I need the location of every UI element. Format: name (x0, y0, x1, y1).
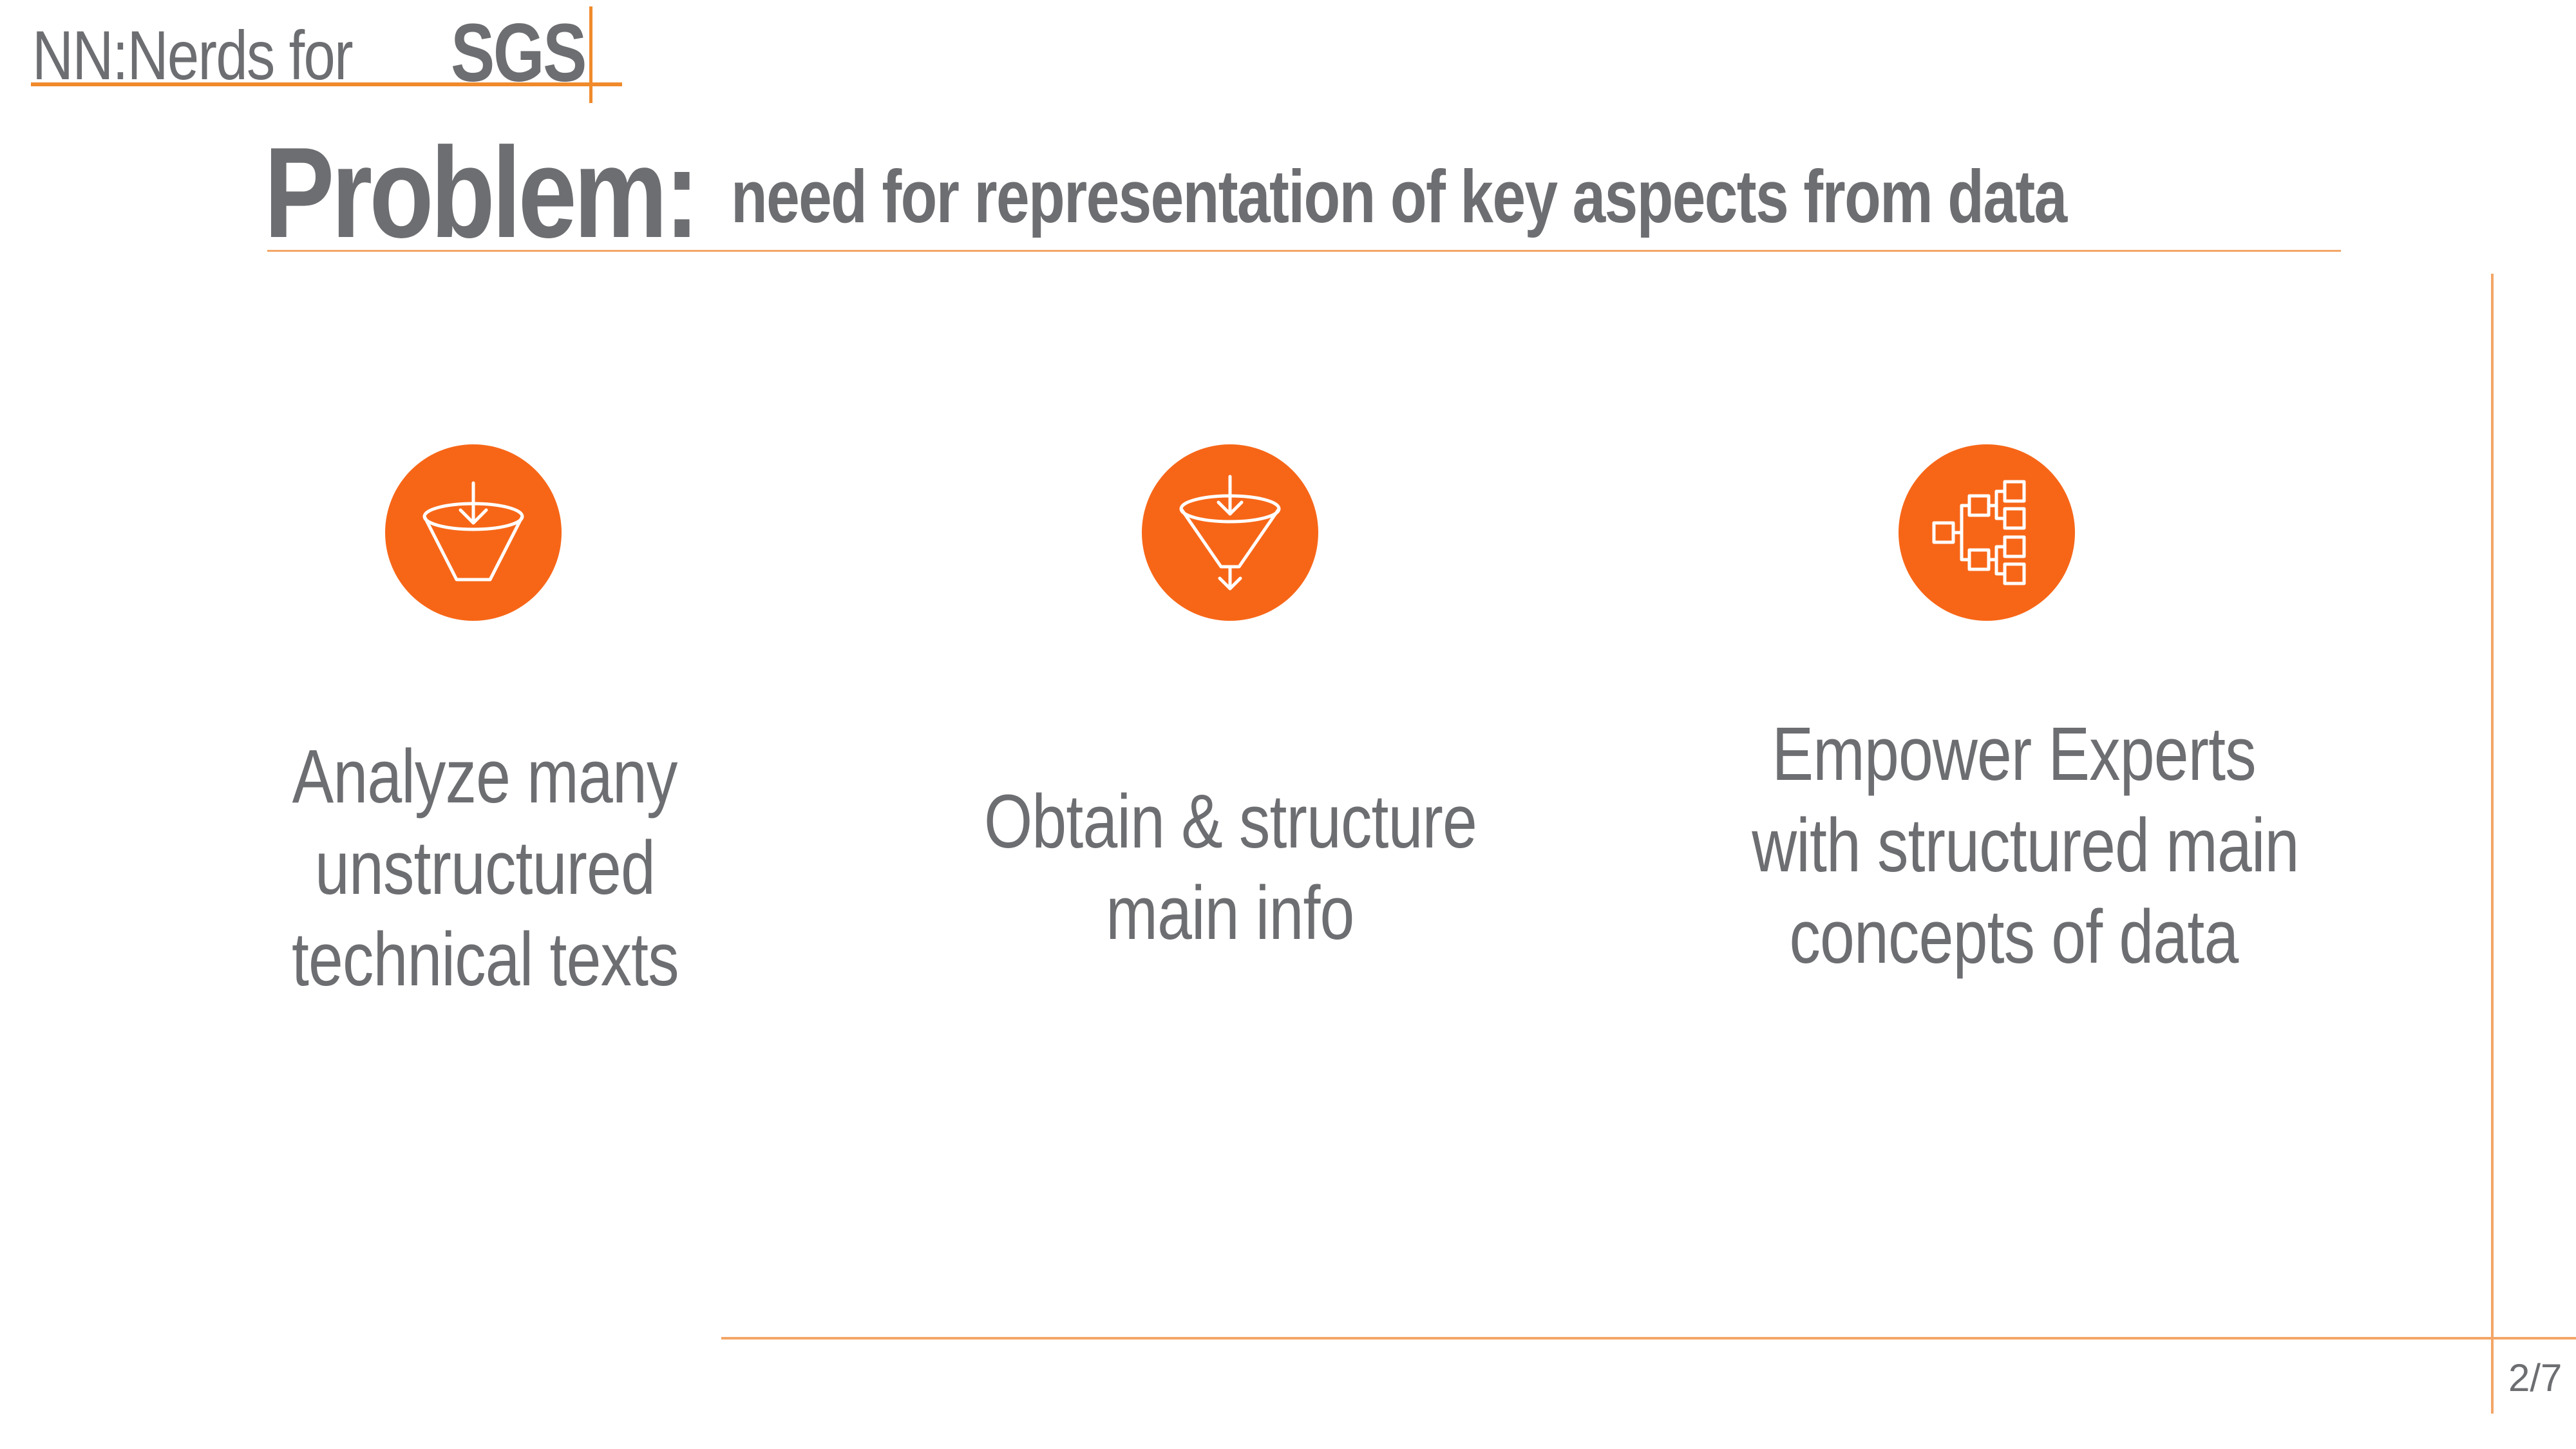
frame-horizontal-line (721, 1337, 2576, 1340)
brand-underline (31, 82, 622, 86)
column-line: main info (1106, 871, 1354, 956)
column-line: with structured main (1752, 803, 2299, 888)
hierarchy-tree-icon (1899, 444, 2075, 621)
funnel-input-icon (385, 444, 562, 621)
frame-vertical-line (2491, 274, 2494, 1414)
brand-prefix: NN:Nerds for (32, 16, 354, 94)
column-line: Obtain & structure (983, 779, 1477, 864)
column-line: Analyze many (292, 734, 678, 819)
funnel-filter-icon (1142, 444, 1318, 621)
slide-title: Problem: (264, 121, 699, 265)
column-line: unstructured (314, 826, 656, 911)
column-line: Empower Experts (1772, 712, 2256, 797)
column-text-analyze: Analyze many unstructured technical text… (163, 731, 807, 1005)
column-text-empower: Empower Experts with structured main con… (1692, 708, 2336, 983)
slide-subtitle: need for representation of key aspects f… (731, 155, 2067, 238)
title-divider (267, 250, 2341, 252)
page-number: 2/7 (2508, 1356, 2562, 1399)
column-line: technical texts (291, 917, 679, 1002)
column-line: concepts of data (1789, 895, 2239, 980)
column-text-obtain: Obtain & structure main info (908, 776, 1552, 959)
brand-cursor-mark (589, 6, 592, 103)
